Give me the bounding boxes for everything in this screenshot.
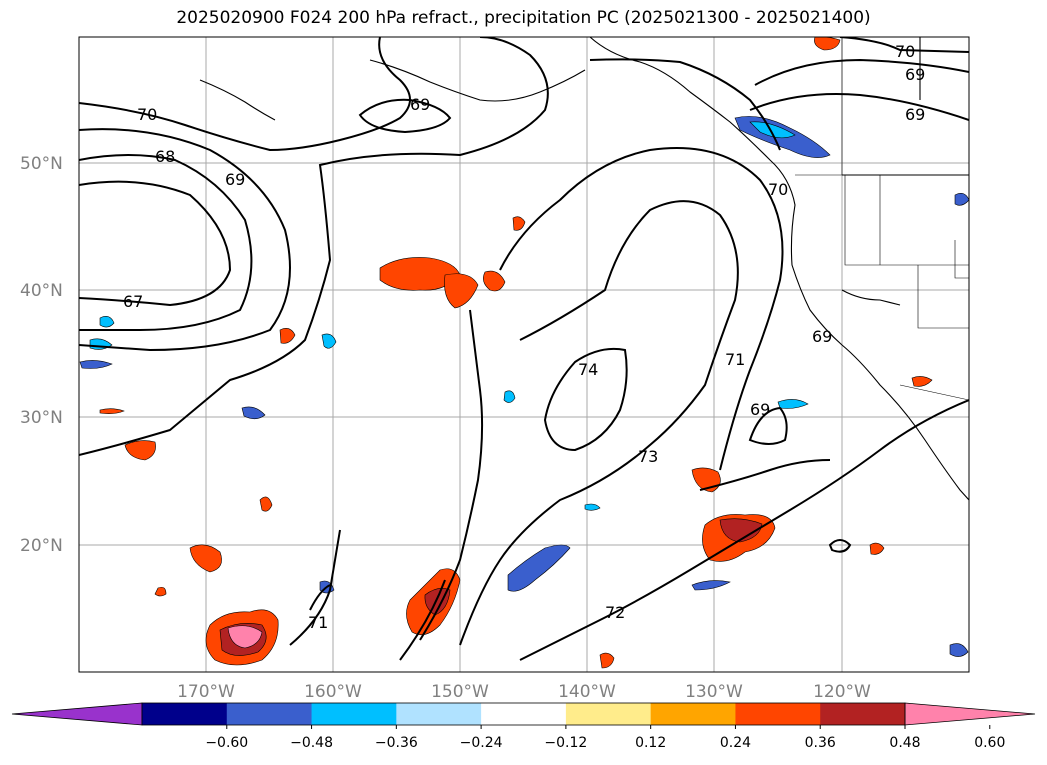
lon-tick: 120°W bbox=[813, 682, 871, 702]
contour-label: 69 bbox=[225, 170, 245, 189]
colorbar-segment bbox=[565, 703, 652, 725]
contour-label: 69 bbox=[905, 105, 925, 124]
lon-tick: 140°W bbox=[558, 682, 616, 702]
lon-tick: 160°W bbox=[304, 682, 362, 702]
colorbar-segment bbox=[396, 703, 482, 725]
colorbar-segment bbox=[226, 703, 313, 725]
colorbar-segment bbox=[650, 703, 736, 725]
contour-label: 70 bbox=[137, 105, 157, 124]
colorbar-segment bbox=[735, 703, 821, 725]
colorbar-tick-label: 0.36 bbox=[805, 735, 836, 751]
contour-label: 72 bbox=[605, 603, 625, 622]
lat-tick: 40°N bbox=[20, 281, 63, 301]
contour-label: 69 bbox=[750, 400, 770, 419]
lat-tick: 20°N bbox=[20, 536, 63, 556]
colorbar-segment bbox=[142, 703, 228, 725]
lat-tick: 50°N bbox=[20, 154, 63, 174]
colorbar-tick-label: −0.60 bbox=[205, 735, 248, 751]
contour-labels: 70 68 69 67 69 69 70 69 68 70 69 74 71 7… bbox=[123, 42, 925, 632]
contour-label: 69 bbox=[410, 95, 430, 114]
colorbar-extend-high bbox=[904, 702, 1036, 726]
contour-label: 68 bbox=[155, 147, 175, 166]
refractivity-contours bbox=[79, 37, 969, 661]
colorbar-tick-label: −0.48 bbox=[290, 735, 333, 751]
lon-tick: 170°W bbox=[177, 682, 235, 702]
precip-positive-areas bbox=[99, 37, 933, 669]
map-title: 2025020900 F024 200 hPa refract., precip… bbox=[176, 8, 871, 28]
colorbar: −0.60 −0.48 −0.36 −0.24 −0.12 0.12 0.24 0.36 0.4… bbox=[11, 702, 1036, 751]
lon-tick: 130°W bbox=[685, 682, 743, 702]
colorbar-tick-label: 0.60 bbox=[974, 735, 1005, 751]
precip-negative-areas bbox=[79, 116, 969, 657]
colorbar-tick-label: −0.36 bbox=[375, 735, 418, 751]
map-border bbox=[78, 36, 970, 673]
contour-label: 67 bbox=[123, 292, 143, 311]
contour-label: 69 bbox=[905, 65, 925, 84]
contour-label: 73 bbox=[638, 447, 658, 466]
lon-tick-labels: 170°W 160°W 150°W 140°W 130°W 120°W bbox=[177, 682, 871, 702]
colorbar-tick-label: −0.24 bbox=[460, 735, 503, 751]
contour-label: 74 bbox=[578, 360, 598, 379]
colorbar-segment bbox=[311, 703, 397, 725]
lat-tick: 30°N bbox=[20, 408, 63, 428]
colorbar-tick-label: 0.48 bbox=[889, 735, 920, 751]
colorbar-tick-label: −0.12 bbox=[544, 735, 587, 751]
colorbar-segment bbox=[820, 703, 906, 725]
colorbar-segment bbox=[481, 703, 567, 725]
colorbar-tick-label: 0.12 bbox=[635, 735, 666, 751]
colorbar-tick-label: 0.24 bbox=[720, 735, 751, 751]
contour-label: 69 bbox=[812, 327, 832, 346]
lat-tick-labels: 50°N 40°N 30°N 20°N bbox=[20, 154, 63, 556]
colorbar-extend-low bbox=[11, 702, 143, 726]
contour-label: 70 bbox=[768, 180, 788, 199]
colorbar-frame bbox=[141, 702, 906, 726]
contour-label: 70 bbox=[895, 42, 915, 61]
contour-label: 71 bbox=[725, 350, 745, 369]
lon-tick: 150°W bbox=[431, 682, 489, 702]
contour-label: 71 bbox=[308, 613, 328, 632]
